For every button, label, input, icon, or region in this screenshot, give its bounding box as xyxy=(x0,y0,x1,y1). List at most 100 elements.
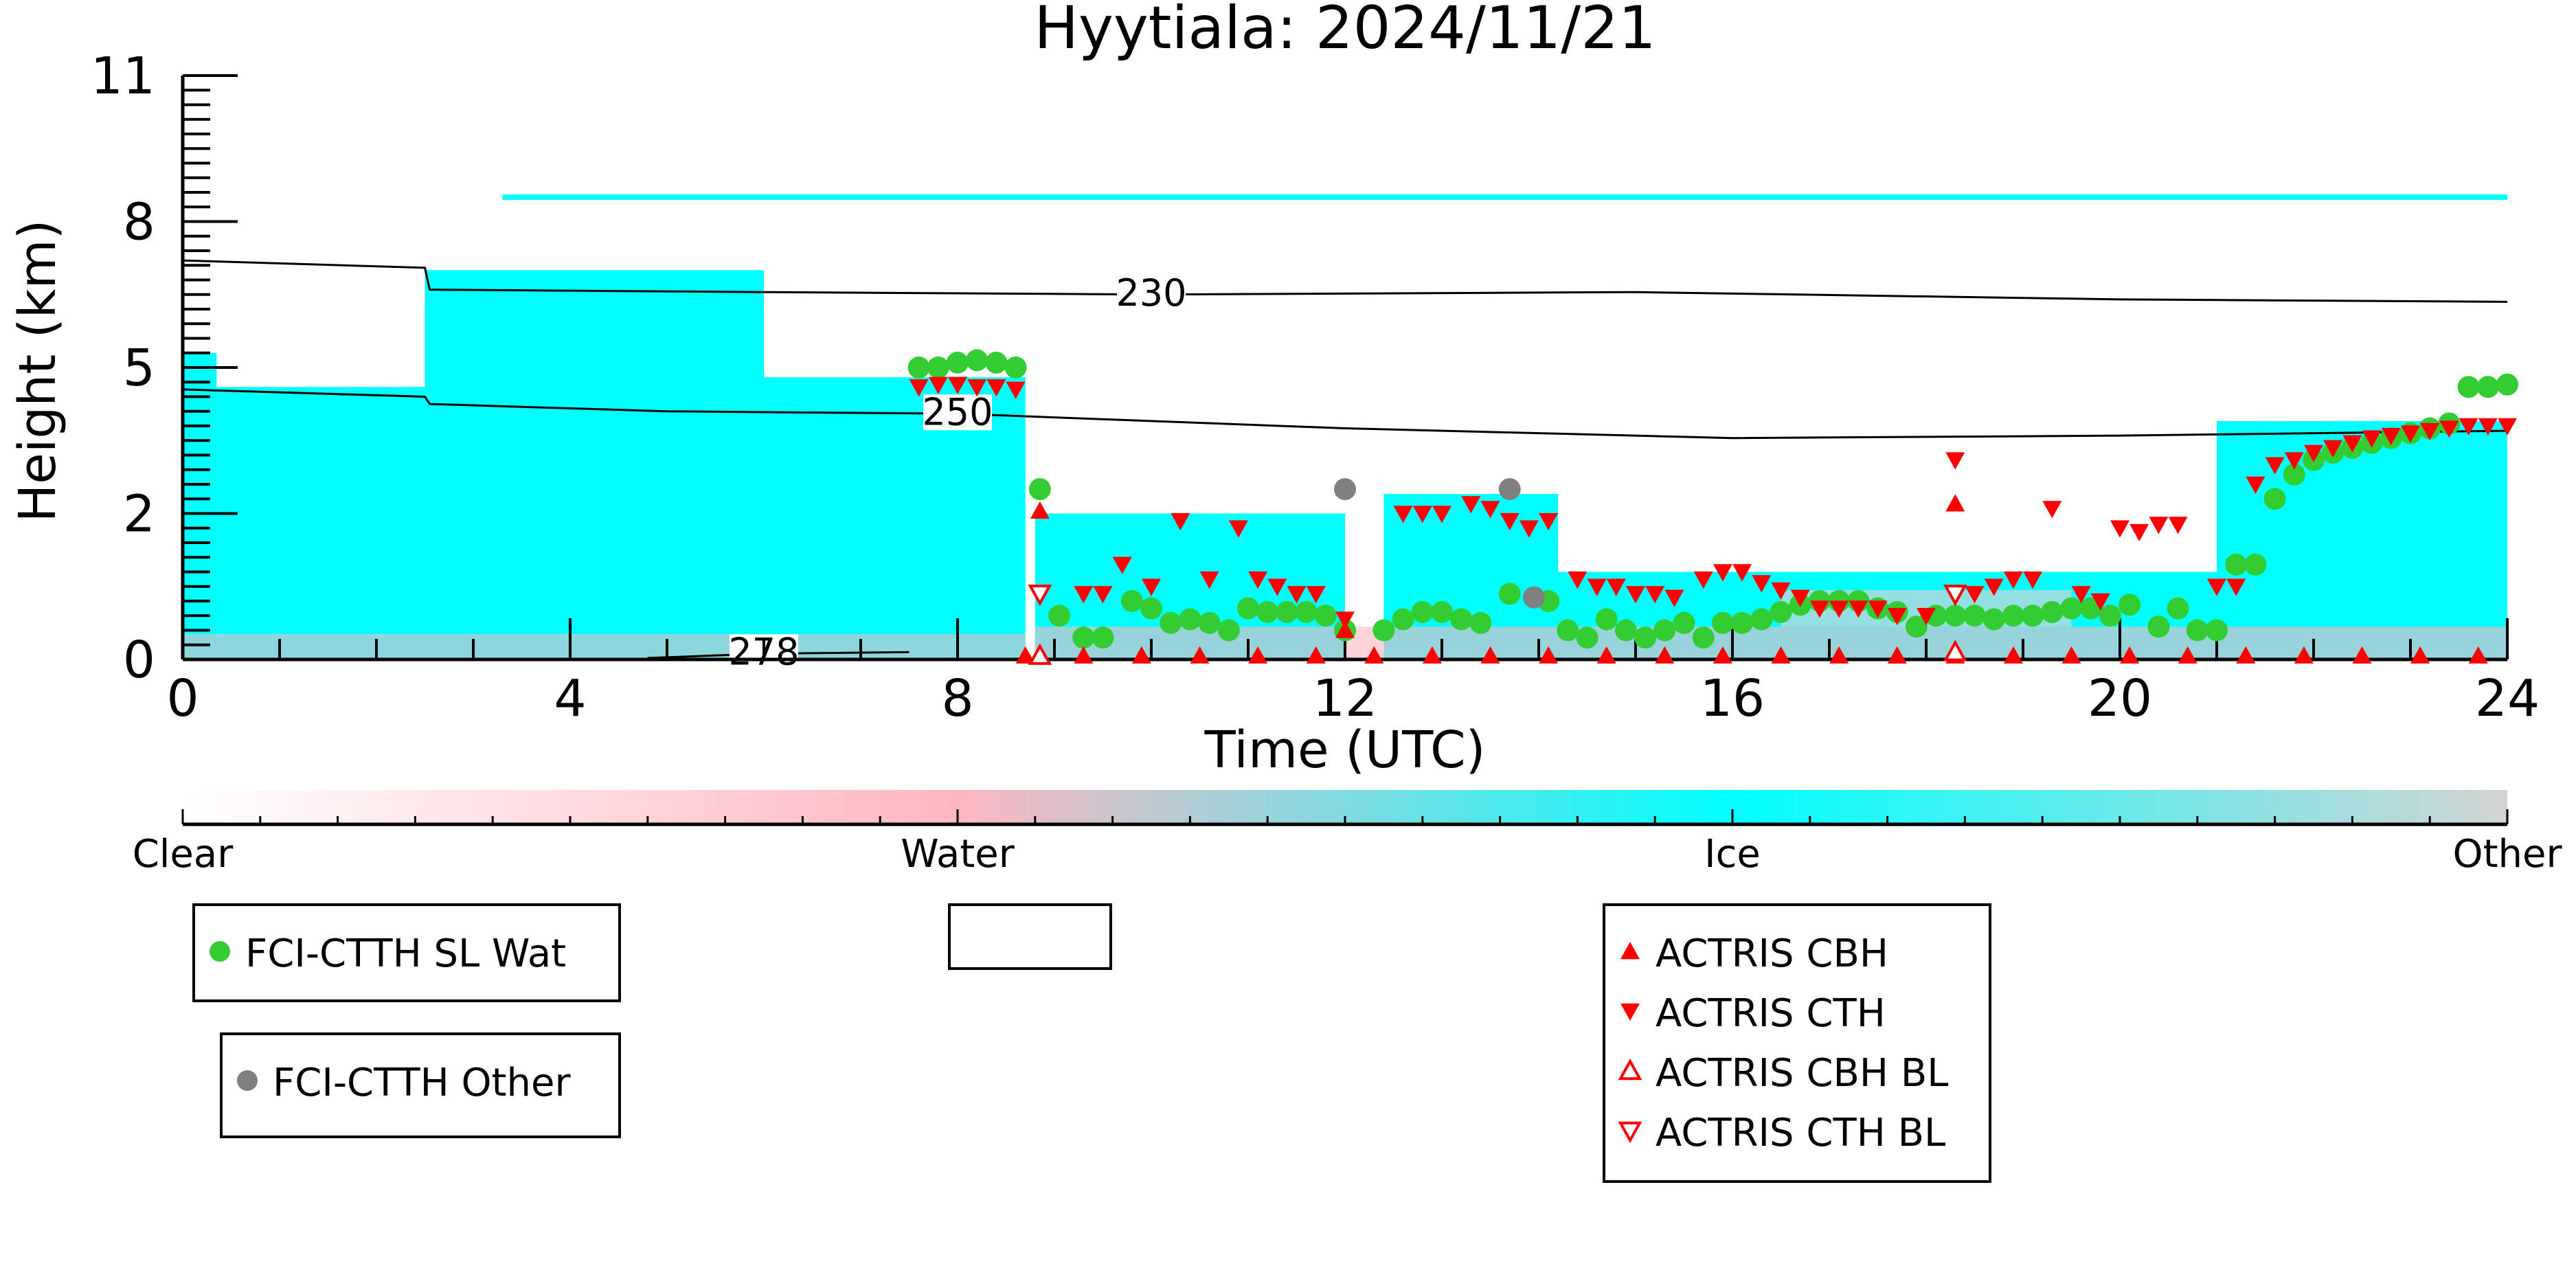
fci-ctth-sl-wat-marker xyxy=(1179,608,1201,631)
y-tick-label: 8 xyxy=(123,193,155,252)
fci-ctth-sl-wat-marker xyxy=(985,351,1008,374)
fci-ctth-sl-wat-marker xyxy=(1072,626,1095,649)
x-axis-label: Time (UTC) xyxy=(1204,721,1485,780)
fci-ctth-sl-wat-marker xyxy=(1372,619,1395,642)
actris-cth-marker xyxy=(1287,586,1307,604)
actris-cth-marker xyxy=(2003,571,2023,589)
colorbar-label: Ice xyxy=(1704,832,1761,877)
actris-cbh-marker xyxy=(1945,494,1965,512)
fci-ctth-sl-wat-marker xyxy=(2147,615,2170,638)
contour-label: 250 xyxy=(922,390,993,433)
legend-entry-label: ACTRIS CTH BL xyxy=(1656,1111,1945,1155)
actris-cth-marker xyxy=(1917,608,1936,626)
actris-cth-marker xyxy=(2478,418,2498,436)
actris-cbh-marker xyxy=(1596,646,1616,664)
x-tick-label: 0 xyxy=(166,669,199,728)
fci-ctth-sl-wat-marker xyxy=(1092,626,1114,649)
actris-cth-marker xyxy=(2110,520,2129,538)
actris-cth-marker xyxy=(2042,501,2062,519)
legend-entry-label: FCI-CTTH SL Wat xyxy=(245,931,566,976)
actris-cth-marker xyxy=(1568,571,1588,589)
actris-cth-marker xyxy=(2071,586,2091,604)
actris-cth-marker xyxy=(1587,578,1607,596)
actris-cbh-marker xyxy=(1248,646,1268,664)
actris-cth-marker xyxy=(1713,564,1732,582)
actris-cbh-marker xyxy=(1364,646,1384,664)
fci-ctth-sl-wat-marker xyxy=(1048,605,1071,627)
fci-ctth-sl-wat-marker xyxy=(1944,605,1967,627)
fci-ctth-sl-wat-marker xyxy=(1392,608,1414,631)
actris-cth-marker xyxy=(1500,512,1519,531)
actris-cth-bl-marker xyxy=(1028,585,1052,607)
actris-cth-marker xyxy=(2342,435,2362,453)
actris-cbh-marker xyxy=(2410,646,2430,664)
colorbar: Clear Water Ice Other xyxy=(133,790,2562,877)
fci-ctth-sl-wat-marker xyxy=(1963,605,1986,627)
actris-cth-marker xyxy=(2226,578,2246,596)
legend-entry-label: ACTRIS CBH xyxy=(1656,931,1888,976)
fci-ctth-sl-wat-marker xyxy=(2041,600,2064,623)
actris-cth-marker xyxy=(1664,589,1684,607)
legend-marker xyxy=(237,1070,258,1091)
actris-cbh-marker xyxy=(1539,646,1559,664)
actris-cbh-marker xyxy=(1887,646,1907,664)
x-tick-label: 16 xyxy=(1700,669,1765,728)
actris-cth-marker xyxy=(1519,520,1539,538)
actris-cbh-marker xyxy=(1713,646,1732,664)
fci-ctth-sl-wat-marker xyxy=(1217,619,1240,642)
x-tick-label: 8 xyxy=(941,669,973,728)
fci-ctth-sl-wat-marker xyxy=(1614,619,1637,642)
fci-ctth-sl-wat-marker xyxy=(1595,608,1618,631)
legend-entry-label: ACTRIS CBH BL xyxy=(1656,1051,1948,1096)
fci-ctth-sl-wat-marker xyxy=(1411,600,1434,623)
fci-ctth-sl-wat-marker xyxy=(2060,597,2083,620)
actris-cth-marker xyxy=(1267,578,1287,596)
actris-cth-marker xyxy=(1393,506,1413,523)
fci-ctth-sl-wat-marker xyxy=(2002,605,2024,627)
colorbar-label: Other xyxy=(2452,832,2562,877)
classification-field xyxy=(183,194,2507,659)
actris-cth-marker xyxy=(1868,600,1888,618)
actris-cth-bl-marker xyxy=(1943,585,1967,607)
y-tick-label: 5 xyxy=(123,339,155,398)
actris-cbh-marker xyxy=(2236,646,2256,664)
actris-cth-marker xyxy=(1199,571,1219,589)
actris-cth-marker xyxy=(2304,444,2323,462)
actris-cbh-bl-marker xyxy=(1028,643,1052,665)
contour-label-bg xyxy=(923,394,992,431)
actris-cth-marker xyxy=(1626,586,1645,604)
colorbar-axis: Clear Water Ice Other xyxy=(133,809,2562,877)
fci-ctth-sl-wat-marker xyxy=(1295,600,1318,623)
fci-ctth-sl-wat-marker xyxy=(907,357,930,379)
y-axis-label: Height (km) xyxy=(8,220,67,523)
fci-ctth-sl-wat-marker xyxy=(1982,608,2005,631)
x-tick-label: 20 xyxy=(2088,669,2152,728)
fci-ctth-sl-wat-marker xyxy=(2476,376,2499,398)
actris-cth-marker xyxy=(1539,512,1559,531)
actris-cth-marker xyxy=(1093,586,1113,604)
fci-ctth-sl-wat-marker xyxy=(1711,611,1734,634)
water-layer xyxy=(183,633,1026,659)
actris-cth-marker xyxy=(2246,476,2266,494)
actris-cth-marker xyxy=(2284,452,2304,470)
fci-ctth-sl-wat-marker xyxy=(1028,478,1051,501)
legend-box xyxy=(948,903,1112,970)
actris-cth-marker xyxy=(1732,564,1752,582)
fci-ctth-sl-wat-marker xyxy=(1276,600,1298,623)
actris-cth-marker xyxy=(1984,578,2004,596)
actris-cth-marker xyxy=(2381,427,2401,446)
actris-cth-marker xyxy=(2168,517,2188,534)
actris-cth-marker xyxy=(2401,425,2420,443)
actris-cbh-marker xyxy=(1422,646,1442,664)
x-tick-label: 4 xyxy=(554,669,586,728)
fci-ctth-sl-wat-marker xyxy=(1673,611,1695,634)
fci-ctth-sl-wat-marker xyxy=(1653,619,1676,642)
actris-cth-marker xyxy=(1965,586,1985,604)
fci-ctth-sl-wat-marker xyxy=(1004,357,1027,379)
plot-axes: 0 4 8 12 16 20 24 0 2 5 8 11 xyxy=(91,47,2540,728)
actris-cth-marker xyxy=(1829,600,1849,618)
actris-cth-marker xyxy=(1228,520,1248,538)
fci-ctth-sl-wat-marker xyxy=(2167,597,2189,620)
